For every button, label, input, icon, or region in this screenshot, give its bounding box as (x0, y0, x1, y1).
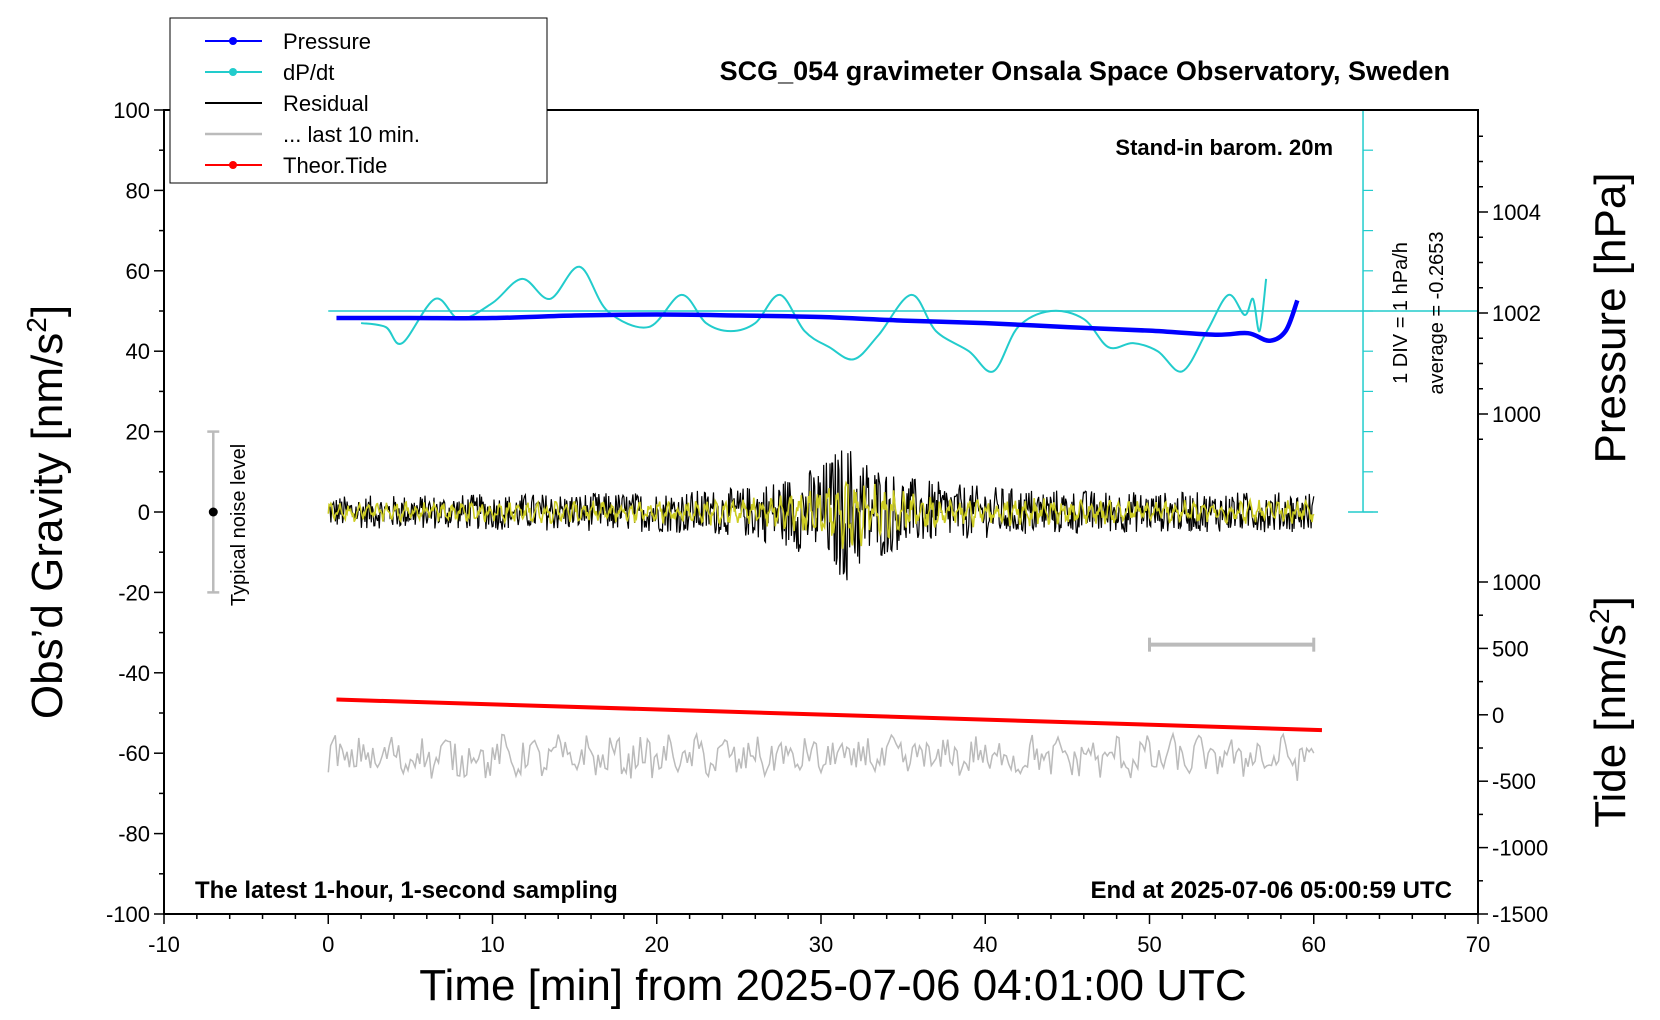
legend-marker (229, 68, 237, 76)
y-tick-label: 80 (126, 178, 150, 203)
y-tick-label: 0 (138, 500, 150, 525)
axis-ticks: -10 0 10 20 30 40 50 60 70100806040200-20-40-60-… (106, 98, 1548, 957)
tide-tick-label: -500 (1492, 769, 1536, 794)
pressure-tick-label: 1000 (1492, 402, 1541, 427)
x-tick-label: 40 (973, 932, 997, 957)
y-tick-label: 100 (113, 98, 150, 123)
series-layer (327, 265, 1478, 781)
legend: Pressure dP/dt Residual ... last 10 min. The… (169, 17, 548, 184)
average-label: average = -0.2653 (1426, 232, 1448, 395)
noise-level-label: Typical noise level (228, 444, 250, 606)
legend-label: Theor.Tide (283, 153, 387, 178)
pressure-line (336, 299, 1300, 344)
theor-tide-line (336, 697, 1323, 733)
y-tick-label: -80 (118, 822, 150, 847)
legend-marker (229, 37, 237, 45)
end-time-note: End at 2025-07-06 05:00:59 UTC (1091, 877, 1453, 904)
legend-label: dP/dt (283, 60, 334, 85)
x-tick-label: 30 (809, 932, 833, 957)
x-tick-label: 60 (1302, 932, 1326, 957)
y-tick-label: -100 (106, 902, 150, 927)
y-axis-title: Obs’d Gravity [nm/s2] (21, 305, 72, 719)
y-tick-label: 20 (126, 420, 150, 445)
y-tick-label: -20 (118, 580, 150, 605)
div-label: 1 DIV = 1 hPa/h (1390, 242, 1412, 384)
legend-label: Residual (283, 91, 369, 116)
x-axis-title: Time [min] from 2025-07-06 04:01:00 UTC (419, 961, 1246, 1010)
tide-tick-label: -1000 (1492, 836, 1548, 861)
dpdt-line (360, 265, 1268, 373)
annotation-marks (207, 109, 1379, 652)
y-tick-label: -60 (118, 741, 150, 766)
sampling-note: The latest 1-hour, 1-second sampling (195, 877, 618, 904)
tide-tick-label: 1000 (1492, 570, 1541, 595)
x-tick-label: 20 (645, 932, 669, 957)
y-tick-label: 40 (126, 339, 150, 364)
y-tick-label: -40 (118, 661, 150, 686)
legend-box (169, 17, 548, 184)
residual-smoothed-line (327, 480, 1315, 549)
legend-marker (229, 161, 237, 169)
tide-tick-label: -1500 (1492, 902, 1548, 927)
legend-label: ... last 10 min. (283, 122, 420, 147)
x-tick-label: 0 (322, 932, 334, 957)
x-tick-label: 50 (1137, 932, 1161, 957)
last-10-min-line (327, 731, 1315, 781)
noise-level-dot (208, 507, 218, 517)
pressure-tick-label: 1002 (1492, 301, 1541, 326)
plot-frame (163, 109, 1479, 915)
pressure-tick-label: 1004 (1492, 200, 1541, 225)
x-tick-label: -10 (148, 932, 180, 957)
tide-tick-label: 0 (1492, 703, 1504, 728)
pressure-axis-title: Pressure [hPa] (1586, 172, 1635, 463)
stand-in-note: Stand-in barom. 20m (1115, 135, 1333, 160)
legend-label: Pressure (283, 29, 371, 54)
chart-title: SCG_054 gravimeter Onsala Space Observat… (720, 56, 1450, 86)
x-tick-label: 70 (1466, 932, 1490, 957)
x-tick-label: 10 (480, 932, 504, 957)
y-tick-label: 60 (126, 259, 150, 284)
tide-tick-label: 500 (1492, 636, 1529, 661)
tide-axis-title: Tide [nm/s2] (1584, 596, 1635, 828)
